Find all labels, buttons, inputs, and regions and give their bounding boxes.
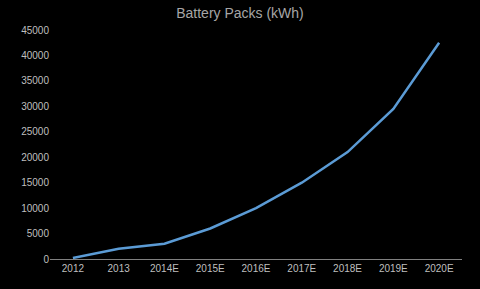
svg-text:20000: 20000 <box>21 152 49 163</box>
svg-text:2014E: 2014E <box>150 263 179 274</box>
svg-text:Battery Packs (kWh): Battery Packs (kWh) <box>176 5 304 21</box>
svg-text:2012: 2012 <box>62 263 85 274</box>
svg-text:45000: 45000 <box>21 25 49 36</box>
svg-text:2013: 2013 <box>108 263 131 274</box>
svg-text:15000: 15000 <box>21 177 49 188</box>
svg-text:35000: 35000 <box>21 75 49 86</box>
svg-text:2015E: 2015E <box>196 263 225 274</box>
svg-text:10000: 10000 <box>21 203 49 214</box>
svg-text:5000: 5000 <box>27 228 50 239</box>
svg-text:30000: 30000 <box>21 101 49 112</box>
svg-text:40000: 40000 <box>21 50 49 61</box>
svg-text:2018E: 2018E <box>333 263 362 274</box>
svg-text:2019E: 2019E <box>379 263 408 274</box>
svg-text:25000: 25000 <box>21 126 49 137</box>
svg-text:2017E: 2017E <box>287 263 316 274</box>
svg-text:2016E: 2016E <box>242 263 271 274</box>
svg-text:2020E: 2020E <box>425 263 454 274</box>
svg-text:0: 0 <box>43 254 49 265</box>
